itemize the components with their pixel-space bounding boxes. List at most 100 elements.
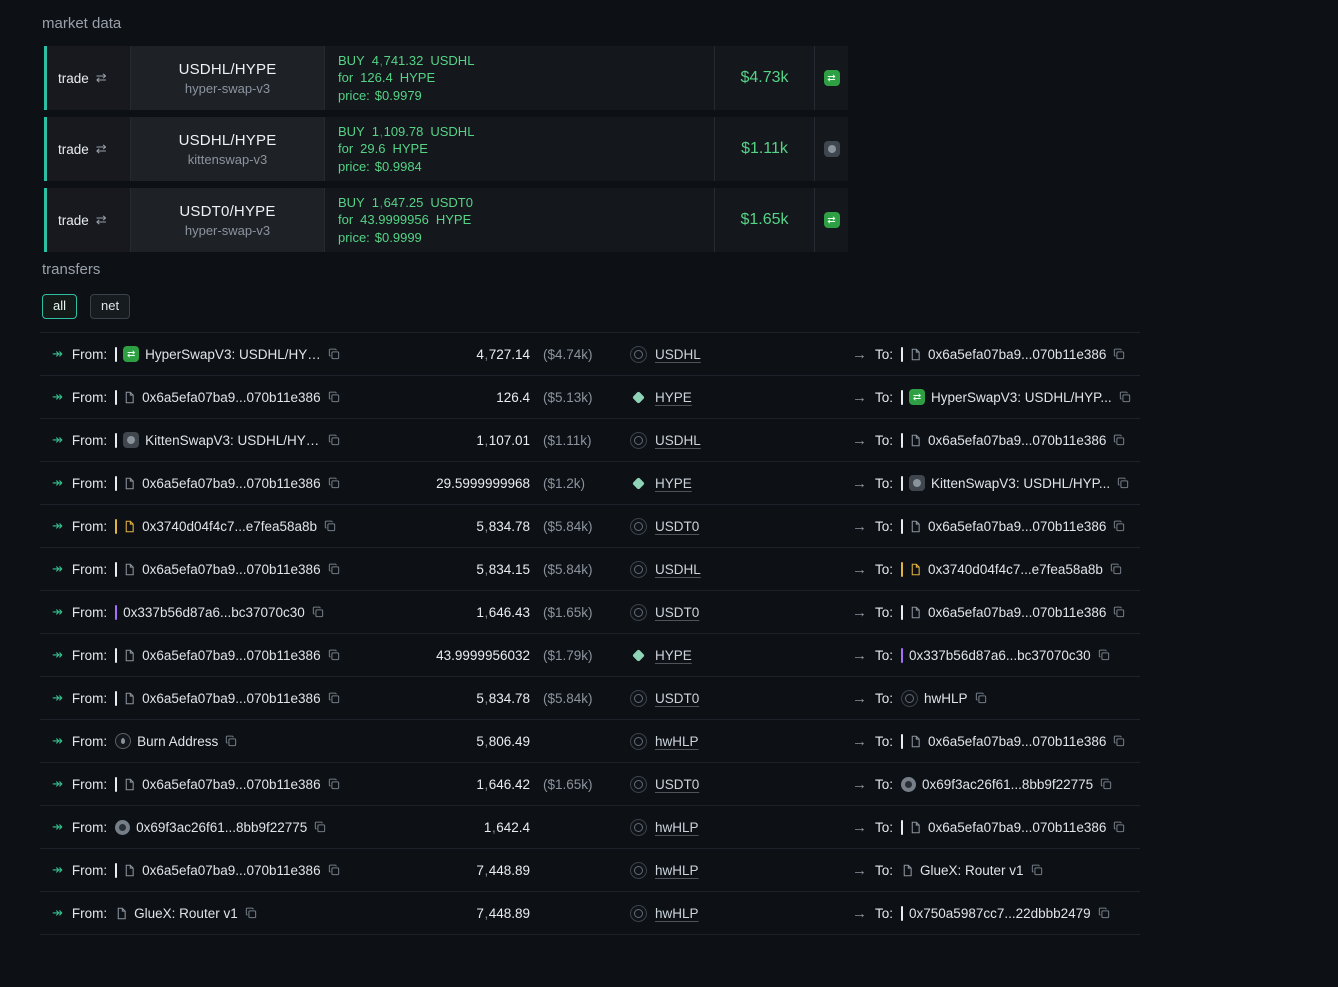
copy-icon[interactable]	[328, 649, 340, 661]
entity-link[interactable]: 0x6a5efa07ba9...070b11e386	[928, 346, 1107, 362]
entity-link[interactable]: hwHLP	[924, 690, 968, 706]
from-cell: ↠ From: ⇄ HyperSwapV3: USDHL/HYP...	[40, 346, 340, 362]
copy-icon[interactable]	[328, 434, 340, 446]
entity-link[interactable]: 0x6a5efa07ba9...070b11e386	[142, 561, 321, 577]
swap-arrows-icon: ⇄	[95, 141, 107, 156]
arrow-right-icon: →	[852, 388, 867, 406]
entity-link[interactable]: GlueX: Router v1	[920, 862, 1024, 878]
copy-icon[interactable]	[1113, 520, 1125, 532]
entity-link[interactable]: KittenSwapV3: USDHL/HYP...	[145, 432, 321, 448]
venue-name: hyper-swap-v3	[184, 80, 271, 96]
from-label: From:	[71, 690, 108, 706]
transfer-out-icon: ↠	[52, 475, 63, 490]
token-link[interactable]: USDT0	[655, 518, 700, 534]
copy-icon[interactable]	[1113, 821, 1125, 833]
token-link[interactable]: USDHL	[655, 346, 701, 362]
copy-icon[interactable]	[314, 821, 326, 833]
swap-arrows-icon: ⇄	[95, 70, 107, 85]
token-link[interactable]: HYPE	[655, 647, 692, 663]
token-link[interactable]: USDHL	[655, 432, 701, 448]
copy-icon[interactable]	[225, 735, 237, 747]
entity-tag-bar	[115, 346, 118, 362]
tab-net[interactable]: net	[90, 294, 131, 319]
entity-link[interactable]: HyperSwapV3: USDHL/HYP...	[931, 389, 1112, 405]
entity-link[interactable]: 0x337b56d87a6...bc37070c30	[909, 647, 1091, 663]
trade-card: trade ⇄ USDT0/HYPE hyper-swap-v3 BUY 1,64…	[44, 188, 848, 252]
entity-link[interactable]: 0x6a5efa07ba9...070b11e386	[142, 475, 321, 491]
transfer-amount: 126.4	[496, 389, 530, 405]
entity-link[interactable]: 0x3740d04f4c7...e7fea58a8b	[928, 561, 1103, 577]
copy-icon[interactable]	[328, 348, 340, 360]
copy-icon[interactable]	[1113, 348, 1125, 360]
copy-icon[interactable]	[312, 606, 324, 618]
copy-icon[interactable]	[328, 864, 340, 876]
trade-for-line: for 126.4 HYPE	[338, 69, 714, 87]
entity-link[interactable]: 0x750a5987cc7...22dbbb2479	[909, 905, 1091, 921]
entity-link[interactable]: 0x6a5efa07ba9...070b11e386	[928, 819, 1107, 835]
copy-icon[interactable]	[1031, 864, 1043, 876]
entity-link[interactable]: 0x6a5efa07ba9...070b11e386	[928, 432, 1107, 448]
copy-icon[interactable]	[328, 477, 340, 489]
copy-icon[interactable]	[328, 778, 340, 790]
entity-link[interactable]: 0x69f3ac26f61...8bb9f22775	[922, 776, 1094, 792]
entity-link[interactable]: 0x6a5efa07ba9...070b11e386	[928, 604, 1107, 620]
copy-icon[interactable]	[975, 692, 987, 704]
entity-link[interactable]: 0x3740d04f4c7...e7fea58a8b	[142, 518, 318, 534]
entity-link[interactable]: 0x69f3ac26f61...8bb9f22775	[136, 819, 308, 835]
token-link[interactable]: hwHLP	[655, 862, 699, 878]
copy-icon[interactable]	[1098, 907, 1110, 919]
entity-link[interactable]: KittenSwapV3: USDHL/HYP...	[931, 475, 1111, 491]
entity-link[interactable]: 0x337b56d87a6...bc37070c30	[123, 604, 305, 620]
from-cell: ↠ From: 0x6a5efa07ba9...070b11e386	[40, 776, 340, 792]
entity-link[interactable]: 0x6a5efa07ba9...070b11e386	[142, 690, 321, 706]
transfer-amount: 1,642.4	[483, 819, 530, 835]
token-link[interactable]: HYPE	[655, 475, 692, 491]
thousands-separator: ,	[379, 194, 384, 210]
entity-link[interactable]: 0x6a5efa07ba9...070b11e386	[928, 733, 1107, 749]
entity-tag-bar	[901, 561, 904, 577]
token-link[interactable]: USDT0	[655, 776, 700, 792]
thousands-separator: ,	[491, 819, 496, 835]
token-link[interactable]: hwHLP	[655, 733, 699, 749]
entity-link[interactable]: 0x6a5efa07ba9...070b11e386	[142, 647, 321, 663]
entity-link[interactable]: 0x6a5efa07ba9...070b11e386	[142, 389, 321, 405]
entity-link[interactable]: 0x6a5efa07ba9...070b11e386	[928, 518, 1107, 534]
tab-all[interactable]: all	[42, 294, 78, 319]
copy-icon[interactable]	[1119, 391, 1131, 403]
copy-icon[interactable]	[328, 563, 340, 575]
token-cell: USDHL	[630, 431, 852, 449]
token-link[interactable]: HYPE	[655, 389, 692, 405]
copy-icon[interactable]	[1117, 477, 1129, 489]
entity-link[interactable]: GlueX: Router v1	[134, 905, 238, 921]
copy-icon[interactable]	[1110, 563, 1122, 575]
copy-icon[interactable]	[1113, 606, 1125, 618]
entity-link[interactable]: 0x6a5efa07ba9...070b11e386	[142, 776, 321, 792]
token-link[interactable]: hwHLP	[655, 905, 699, 921]
from-cell: ↠ From: 0x6a5efa07ba9...070b11e386	[40, 690, 340, 706]
token-link[interactable]: USDHL	[655, 561, 701, 577]
trade-token: USDHL	[430, 52, 475, 68]
copy-icon[interactable]	[245, 907, 257, 919]
copy-icon[interactable]	[324, 520, 336, 532]
copy-icon[interactable]	[1113, 735, 1125, 747]
from-cell: ↠ From: 0x69f3ac26f61...8bb9f22775	[40, 819, 340, 835]
trade-pair-cell: USDHL/HYPE hyper-swap-v3	[131, 46, 325, 110]
wallet-icon	[901, 776, 917, 792]
copy-icon[interactable]	[1113, 434, 1125, 446]
from-entity: 0x6a5efa07ba9...070b11e386	[115, 690, 340, 706]
from-label: From:	[71, 604, 108, 620]
copy-icon[interactable]	[328, 391, 340, 403]
entity-link[interactable]: Burn Address	[137, 733, 219, 749]
copy-icon[interactable]	[328, 692, 340, 704]
to-cell: → To: 0x6a5efa07ba9...070b11e386	[852, 604, 1140, 621]
copy-icon[interactable]	[1100, 778, 1112, 790]
token-link[interactable]: USDT0	[655, 604, 700, 620]
token-link[interactable]: hwHLP	[655, 819, 699, 835]
copy-icon[interactable]	[1098, 649, 1110, 661]
entity-link[interactable]: HyperSwapV3: USDHL/HYP...	[145, 346, 321, 362]
entity-link[interactable]: 0x6a5efa07ba9...070b11e386	[142, 862, 321, 878]
to-cell: → To: 0x6a5efa07ba9...070b11e386	[852, 518, 1140, 535]
token-link[interactable]: USDT0	[655, 690, 700, 706]
price-value: $0.9984	[374, 158, 422, 174]
arrow-right-icon: →	[852, 646, 867, 664]
